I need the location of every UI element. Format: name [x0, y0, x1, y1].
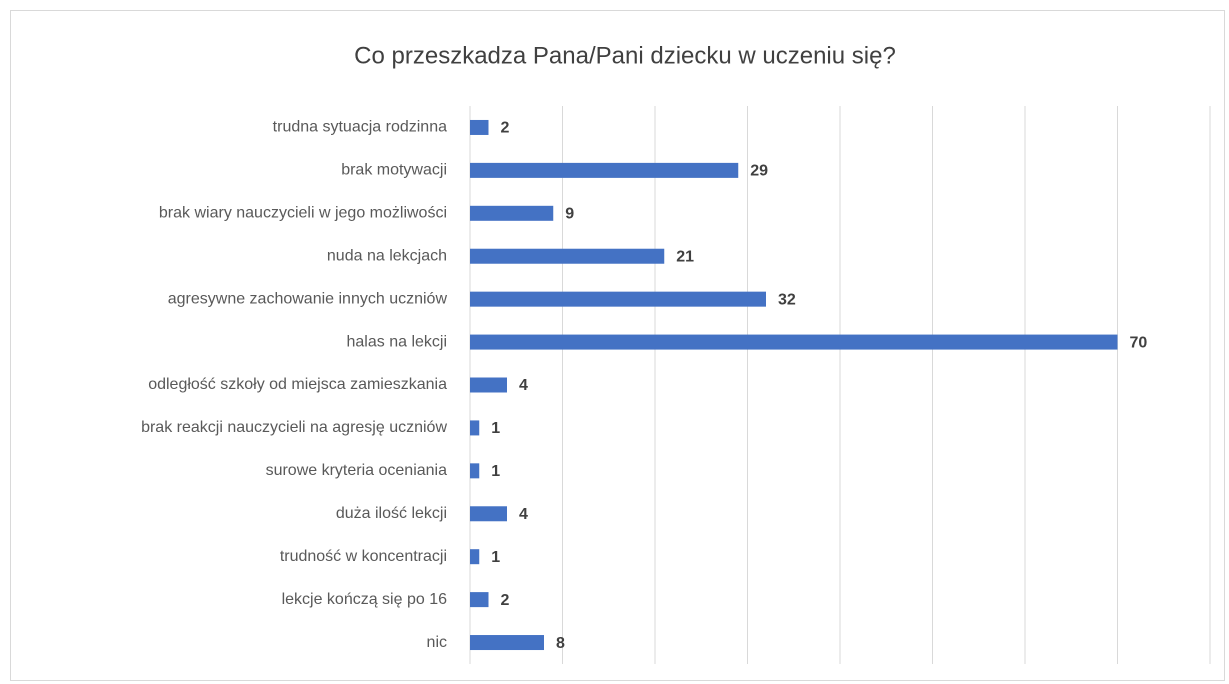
data-label: 2 [501, 592, 510, 609]
bar [470, 463, 480, 479]
bar [470, 420, 480, 436]
data-label: 1 [491, 463, 500, 480]
chart-title: Co przeszkadza Pana/Pani dziecku w uczen… [354, 42, 896, 69]
bar [470, 205, 554, 221]
data-label: 1 [491, 549, 500, 566]
data-label: 21 [676, 248, 694, 265]
y-tick-label: brak wiary nauczycieli w jego możliwości [159, 205, 447, 222]
data-label: 70 [1130, 334, 1148, 351]
y-tick-label: nic [427, 634, 447, 651]
bar [470, 506, 507, 522]
y-tick-label: lekcje kończą się po 16 [282, 591, 448, 608]
bar [470, 162, 739, 178]
y-tick-label: brak reakcji nauczycieli na agresję uczn… [141, 419, 447, 436]
bar [470, 635, 544, 651]
data-label: 32 [778, 291, 796, 308]
data-label: 2 [501, 120, 510, 137]
y-tick-label: brak motywacji [341, 162, 447, 179]
y-tick-label: halas na lekcji [347, 333, 448, 350]
bar [470, 119, 489, 135]
y-tick-label: agresywne zachowanie innych uczniów [168, 290, 448, 307]
bar [470, 334, 1118, 350]
y-tick-label: surowe kryteria oceniania [266, 462, 448, 479]
y-tick-label: nuda na lekcjach [327, 247, 447, 264]
data-label: 4 [519, 377, 528, 394]
data-label: 8 [556, 635, 565, 652]
bar [470, 592, 489, 608]
data-label: 29 [750, 163, 768, 180]
bar [470, 291, 766, 307]
y-tick-label: duża ilość lekcji [336, 505, 447, 522]
data-label: 9 [565, 206, 574, 223]
bar [470, 377, 507, 393]
y-tick-label: odległość szkoły od miejsca zamieszkania [148, 376, 447, 393]
y-tick-label: trudna sytuacja rodzinna [273, 119, 447, 136]
bar [470, 248, 665, 264]
bar [470, 549, 480, 565]
data-label: 1 [491, 420, 500, 437]
data-label: 4 [519, 506, 528, 523]
y-tick-label: trudność w koncentracji [280, 548, 447, 565]
